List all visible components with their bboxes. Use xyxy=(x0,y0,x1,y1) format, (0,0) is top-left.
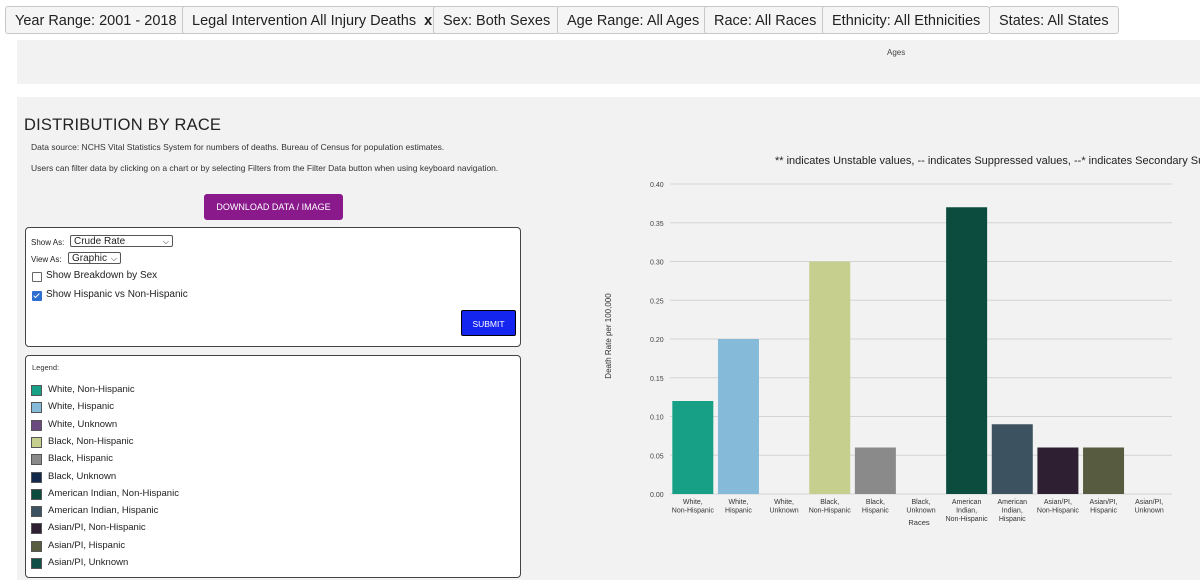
bar[interactable] xyxy=(946,207,988,494)
options-panel xyxy=(25,227,521,347)
filter-chip-race[interactable]: Race: All Races xyxy=(704,6,827,34)
view-as-value: Graphic xyxy=(72,253,108,264)
data-source-text: Data source: NCHS Vital Statistics Syste… xyxy=(31,142,445,152)
y-tick-label: 0.25 xyxy=(650,298,664,305)
view-as-label: View As: xyxy=(31,255,62,264)
filter-chip-label: Ethnicity: All Ethnicities xyxy=(832,13,981,29)
legend-label: Asian/PI, Unknown xyxy=(48,557,129,568)
filter-chip-label: Year Range: 2001 - 2018 xyxy=(15,13,177,29)
hispanic-checkbox[interactable] xyxy=(32,291,42,301)
filter-chip-states[interactable]: States: All States xyxy=(989,6,1119,34)
show-as-label: Show As: xyxy=(31,238,65,247)
race-bar-chart: 0.00 0.05 0.10 0.15 0.20 0.25 0.30 0.35 0.40 Whi… xyxy=(604,182,1172,527)
legend-title: Legend: xyxy=(32,363,60,372)
age-chart-panel xyxy=(17,40,1200,84)
hispanic-label: Show Hispanic vs Non-Hispanic xyxy=(46,289,188,300)
y-tick-label: 0.05 xyxy=(650,453,664,460)
bar[interactable] xyxy=(1037,447,1079,495)
filter-chip-ethnicity[interactable]: Ethnicity: All Ethnicities xyxy=(822,6,991,34)
x-tick-label: Black, Unknown xyxy=(906,499,935,515)
legend-swatch xyxy=(31,488,42,500)
submit-button[interactable]: SUBMIT xyxy=(461,310,516,336)
section-title: DISTRIBUTION BY RACE xyxy=(24,116,222,134)
legend-label: White, Unknown xyxy=(48,418,118,430)
x-tick-label: Asian/PI, Hispanic xyxy=(1090,499,1118,515)
y-tick-label: 0.15 xyxy=(650,376,664,383)
legend-label: White, Hispanic xyxy=(48,401,114,413)
filter-chip-year-range[interactable]: Year Range: 2001 - 2018 xyxy=(5,6,187,34)
x-tick-label: White, Hispanic xyxy=(725,499,752,515)
x-tick-label: Black, Non-Hispanic xyxy=(809,499,852,515)
filter-bar: Year Range: 2001 - 2018 Legal Interventi… xyxy=(0,0,1200,40)
y-tick-label: 0.10 xyxy=(650,415,664,422)
y-tick-label: 0.20 xyxy=(650,337,664,344)
download-button[interactable]: DOWNLOAD DATA / IMAGE xyxy=(204,194,343,220)
filter-chip-cause[interactable]: Legal Intervention All Injury Deaths x xyxy=(182,6,443,34)
legend-panel xyxy=(25,355,521,578)
filter-chip-label: Legal Intervention All Injury Deaths xyxy=(192,13,417,29)
legend-swatch xyxy=(31,558,42,569)
show-as-value: Crude Rate xyxy=(74,236,126,247)
legend-swatch xyxy=(31,523,42,535)
legend-swatch xyxy=(31,471,42,483)
y-tick-label: 0.35 xyxy=(650,221,664,228)
x-axis-ticks: White, Non-Hispanic White, Hispanic White, Un… xyxy=(672,499,1164,523)
bar[interactable] xyxy=(854,447,896,495)
legend-swatch xyxy=(31,385,42,396)
remove-filter-icon[interactable]: x xyxy=(424,13,433,29)
legend-label: Black, Hispanic xyxy=(48,453,113,465)
legend-label: Black, Unknown xyxy=(48,470,117,482)
bar[interactable] xyxy=(672,401,714,494)
bar[interactable] xyxy=(717,339,759,494)
breakdown-sex-label: Show Breakdown by Sex xyxy=(46,270,158,281)
x-tick-label: American Indian, Hispanic xyxy=(997,499,1027,523)
x-tick-label: Asian/PI, Non-Hispanic xyxy=(1037,499,1080,515)
y-tick-label: 0.00 xyxy=(650,492,664,499)
legend-swatch xyxy=(31,506,42,518)
help-text: Users can filter data by clicking on a c… xyxy=(31,163,499,173)
filter-chip-label: Race: All Races xyxy=(714,13,817,29)
y-tick-label: 0.30 xyxy=(650,260,664,267)
x-axis-label: Races xyxy=(908,518,930,527)
show-as-select[interactable]: Crude Rate ⌵ xyxy=(70,235,173,247)
legend-label: American Indian, Hispanic xyxy=(48,505,159,517)
y-axis-label: Death Rate per 100,000 xyxy=(604,293,613,379)
value-notes: ** indicates Unstable values, -- indicat… xyxy=(775,155,1200,167)
legend-swatch xyxy=(31,540,42,552)
filter-chip-sex[interactable]: Sex: Both Sexes xyxy=(433,6,561,34)
legend-swatch xyxy=(31,402,42,414)
legend-label: Asian/PI, Hispanic xyxy=(48,539,126,551)
legend-swatch xyxy=(31,454,42,466)
x-tick-label: White, Unknown xyxy=(769,499,798,515)
filter-chip-label: States: All States xyxy=(999,13,1109,29)
bar[interactable] xyxy=(1083,447,1125,495)
chart-bars xyxy=(672,207,1125,495)
filter-chip-age-range[interactable]: Age Range: All Ages xyxy=(557,6,710,34)
bar[interactable] xyxy=(809,261,851,495)
ages-axis-label: Ages xyxy=(887,48,906,57)
legend-label: White, Non-Hispanic xyxy=(48,384,135,395)
x-tick-label: Black, Hispanic xyxy=(862,499,889,515)
bar[interactable] xyxy=(991,424,1033,494)
view-as-select[interactable]: Graphic ⌵ xyxy=(68,252,121,264)
chevron-down-icon: ⌵ xyxy=(110,254,117,263)
filter-chip-label: Age Range: All Ages xyxy=(567,13,700,29)
legend-label: American Indian, Non-Hispanic xyxy=(48,487,179,499)
legend-swatch xyxy=(31,419,42,431)
x-tick-label: Asian/PI, Unknown xyxy=(1135,499,1164,515)
x-tick-label: American Indian, Non-Hispanic xyxy=(946,499,989,523)
y-axis-ticks: 0.00 0.05 0.10 0.15 0.20 0.25 0.30 0.35 0.40 xyxy=(650,182,664,499)
breakdown-sex-checkbox[interactable] xyxy=(32,272,42,282)
legend-label: Asian/PI, Non-Hispanic xyxy=(48,522,146,534)
filter-chip-label: Sex: Both Sexes xyxy=(443,13,551,29)
legend-label: Black, Non-Hispanic xyxy=(48,435,134,447)
x-tick-label: White, Non-Hispanic xyxy=(672,499,715,515)
legend-swatch xyxy=(31,436,42,448)
chevron-down-icon: ⌵ xyxy=(162,237,169,246)
y-tick-label: 0.40 xyxy=(650,182,664,189)
